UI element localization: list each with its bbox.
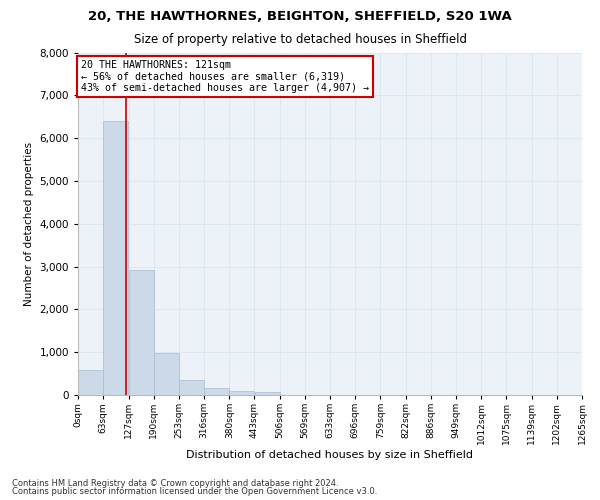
- Text: Contains public sector information licensed under the Open Government Licence v3: Contains public sector information licen…: [12, 487, 377, 496]
- X-axis label: Distribution of detached houses by size in Sheffield: Distribution of detached houses by size …: [187, 450, 473, 460]
- Text: 20 THE HAWTHORNES: 121sqm
← 56% of detached houses are smaller (6,319)
43% of se: 20 THE HAWTHORNES: 121sqm ← 56% of detac…: [81, 60, 369, 94]
- Bar: [229, 391, 254, 395]
- Bar: [204, 388, 229, 395]
- Bar: [179, 380, 204, 395]
- Text: Contains HM Land Registry data © Crown copyright and database right 2024.: Contains HM Land Registry data © Crown c…: [12, 478, 338, 488]
- Bar: [78, 370, 103, 395]
- Bar: [103, 121, 128, 395]
- Y-axis label: Number of detached properties: Number of detached properties: [24, 142, 34, 306]
- Text: 20, THE HAWTHORNES, BEIGHTON, SHEFFIELD, S20 1WA: 20, THE HAWTHORNES, BEIGHTON, SHEFFIELD,…: [88, 10, 512, 23]
- Bar: [154, 354, 179, 395]
- Bar: [128, 270, 154, 395]
- Bar: [254, 392, 280, 395]
- Text: Size of property relative to detached houses in Sheffield: Size of property relative to detached ho…: [133, 32, 467, 46]
